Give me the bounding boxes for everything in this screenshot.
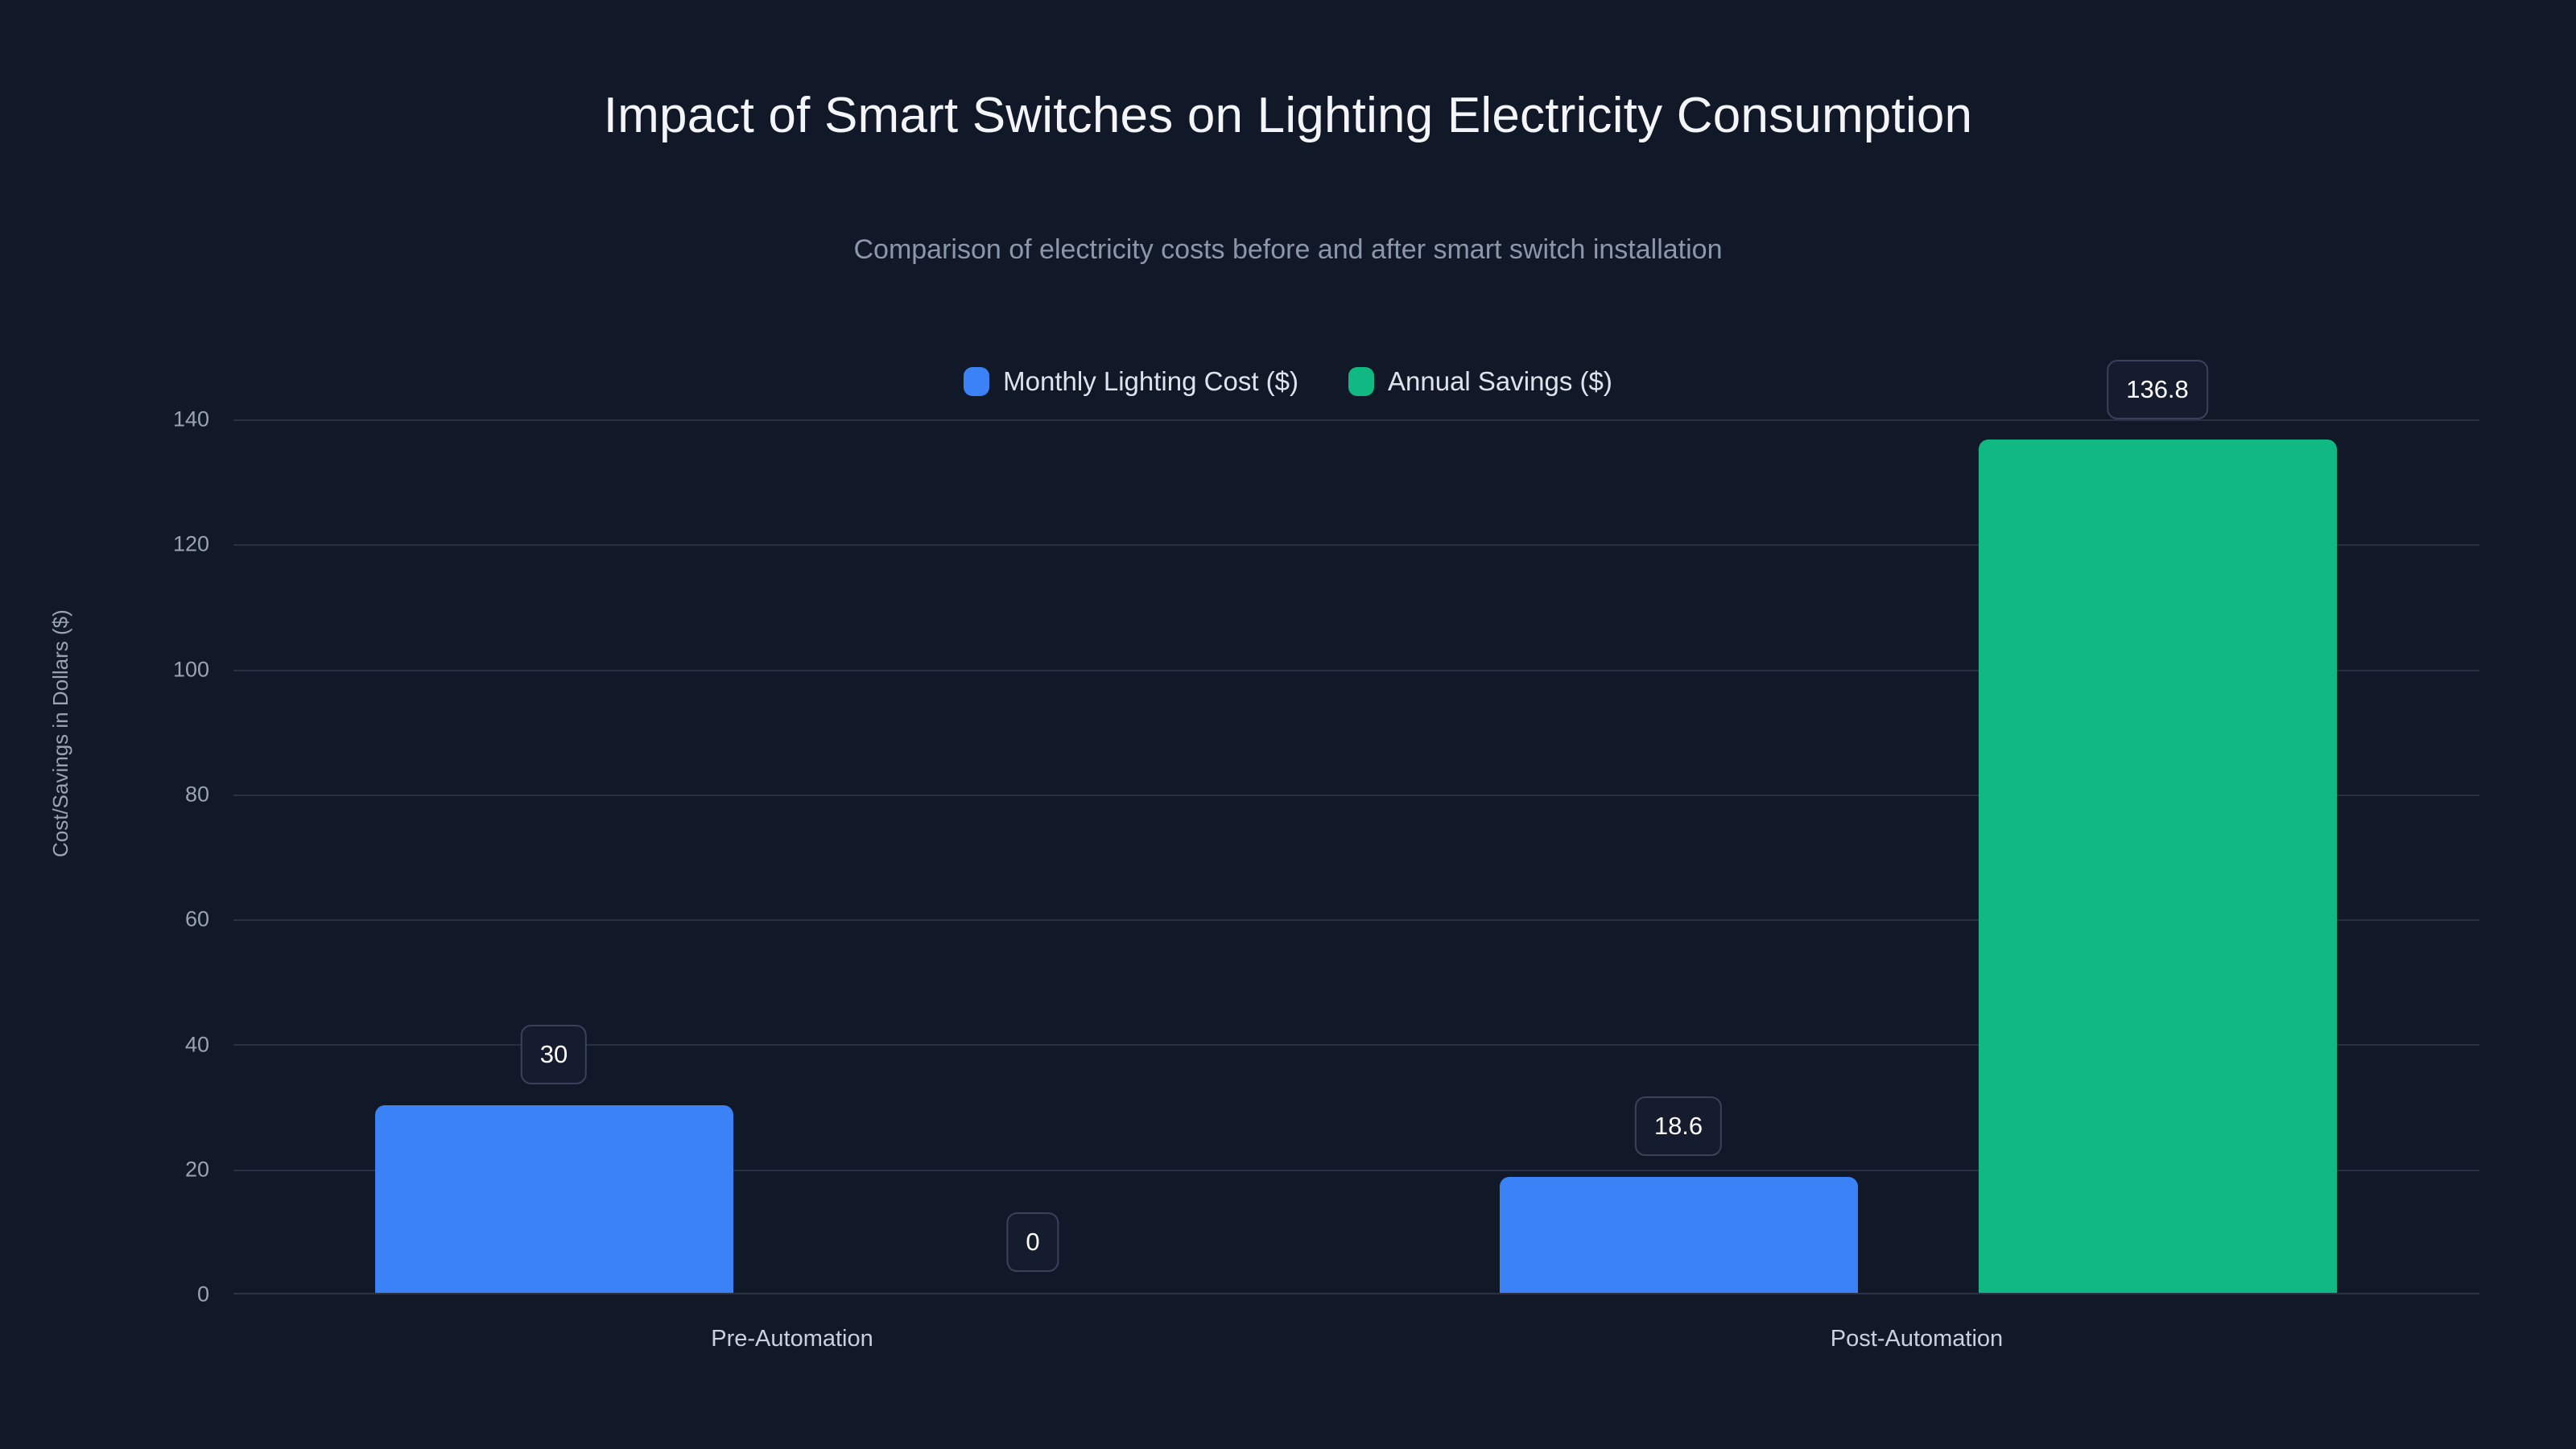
chart-legend: Monthly Lighting Cost ($) Annual Savings… [0, 366, 2576, 397]
gridline-0-baseline [233, 1293, 2479, 1294]
gridline-40 [233, 1044, 2479, 1046]
y-tick-label: 40 [184, 1032, 209, 1057]
gridline-120 [233, 544, 2479, 547]
x-tick-label-post-automation: Post-Automation [1830, 1326, 2004, 1352]
y-tick-label: 60 [184, 906, 209, 931]
square-swatch-icon [1348, 367, 1374, 396]
gridline-60 [233, 919, 2479, 922]
y-tick-label: 120 [172, 531, 209, 556]
data-label-post-automation-annual-savings: 136.8 [2107, 360, 2208, 419]
data-label-pre-automation-annual-savings: 0 [1006, 1212, 1059, 1272]
gridline-100 [233, 669, 2479, 671]
legend-item-label: Monthly Lighting Cost ($) [1003, 366, 1298, 396]
y-tick-label: 140 [172, 407, 209, 431]
gridline-20 [233, 1169, 2479, 1171]
y-tick-label: 0 [196, 1282, 209, 1307]
plot-area: 30 0 18.6 136.8 [233, 360, 2479, 1294]
y-tick-label: 20 [184, 1157, 209, 1182]
data-label-pre-automation-monthly-lighting-cost: 30 [520, 1025, 588, 1084]
y-axis-title: Cost/Savings in Dollars ($) [48, 609, 72, 857]
chart-title: Impact of Smart Switches on Lighting Ele… [603, 88, 1973, 143]
data-label-post-automation-monthly-lighting-cost: 18.6 [1634, 1096, 1723, 1156]
x-tick-label-pre-automation: Pre-Automation [711, 1326, 873, 1352]
legend-item-annual-savings[interactable]: Annual Savings ($) [1348, 366, 1612, 397]
bar-post-automation-annual-savings[interactable] [1979, 440, 2337, 1293]
bar-post-automation-monthly-lighting-cost[interactable] [1500, 1177, 1858, 1293]
chart-subtitle: Comparison of electricity costs before a… [853, 234, 1723, 265]
legend-item-monthly-lighting-cost[interactable]: Monthly Lighting Cost ($) [964, 366, 1298, 397]
gridline-80 [233, 794, 2479, 796]
square-swatch-icon [964, 367, 990, 396]
bar-pre-automation-monthly-lighting-cost[interactable] [375, 1105, 733, 1293]
legend-item-label: Annual Savings ($) [1388, 366, 1612, 396]
gridline-140 [233, 419, 2479, 421]
